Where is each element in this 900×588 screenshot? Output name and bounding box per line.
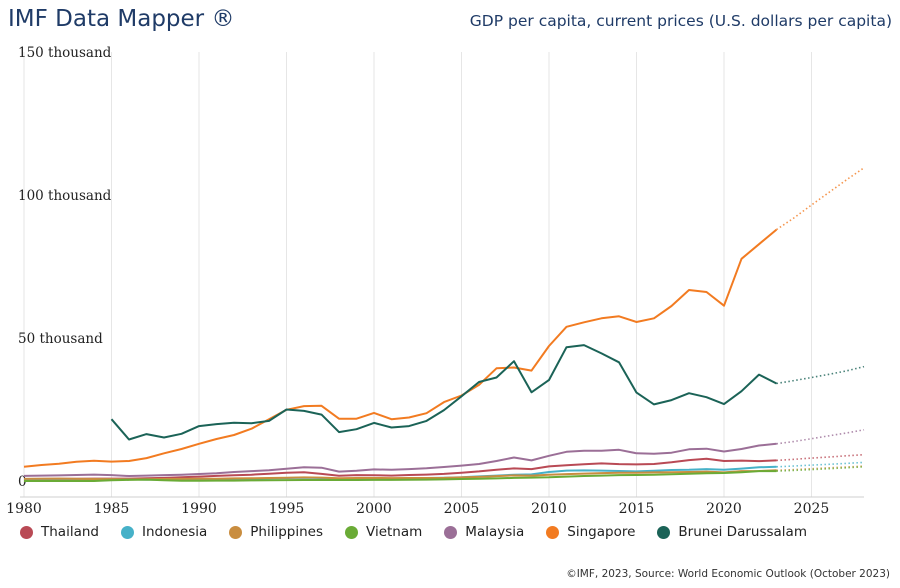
y-tick-label: 100 thousand [18,188,112,204]
x-tick-label: 2000 [356,501,392,517]
series-line-malaysia [23,442,777,477]
legend-label: Philippines [250,524,324,540]
legend-swatch [444,525,458,539]
legend-item-singapore[interactable]: Singapore [546,524,635,540]
series-projection-brunei-darussalam [776,365,865,385]
legend-swatch [657,525,671,539]
series-projection-vietnam [776,466,865,472]
legend-swatch [546,525,560,539]
y-tick-label: 50 thousand [18,331,103,347]
chart-title: GDP per capita, current prices (U.S. dol… [469,12,892,30]
legend-swatch [229,525,243,539]
legend-label: Singapore [567,524,636,540]
line-chart: 0 50 thousand 100 thousand 150 thousand 1980… [6,45,865,517]
brand-title: IMF Data Mapper ® [8,6,235,32]
legend-swatch [345,525,359,539]
series-projection-thailand [776,453,865,462]
x-tick-label: 2010 [531,501,567,517]
series-projection-malaysia [776,429,865,445]
x-tick-label: 2025 [794,501,830,517]
y-tick-label: 150 thousand [18,45,112,61]
series-projection-singapore [776,167,865,231]
x-tick-label: 1995 [269,501,305,517]
legend-item-brunei-darussalam[interactable]: Brunei Darussalam [657,524,807,540]
y-tick-label: 0 [18,474,27,490]
source-credit: ©IMF, 2023, Source: World Economic Outlo… [566,568,890,580]
series-projection-indonesia [776,461,865,468]
legend-item-thailand[interactable]: Thailand [20,524,99,540]
series-line-thailand [23,457,777,480]
legend: Thailand Indonesia Philippines Vietnam Malay… [20,524,829,540]
series-line-vietnam [24,470,777,482]
legend-label: Thailand [41,524,99,540]
legend-item-malaysia[interactable]: Malaysia [444,524,524,540]
x-tick-label: 2005 [444,501,480,517]
series-line-brunei-darussalam [110,344,777,441]
legend-swatch [120,525,134,539]
series-line-singapore [23,228,778,468]
legend-swatch [20,525,33,539]
legend-label: Malaysia [465,524,525,540]
x-tick-label: 2020 [706,501,742,517]
x-tick-label: 1990 [181,501,217,517]
x-tick-label: 1985 [94,501,130,517]
legend-label: Vietnam [366,524,423,540]
legend-item-vietnam[interactable]: Vietnam [345,524,422,540]
x-tick-label: 1980 [6,501,42,517]
x-tick-label: 2015 [619,501,655,517]
legend-item-philippines[interactable]: Philippines [229,524,323,540]
legend-label: Indonesia [141,524,208,540]
legend-item-indonesia[interactable]: Indonesia [120,524,208,540]
legend-label: Brunei Darussalam [678,524,807,540]
